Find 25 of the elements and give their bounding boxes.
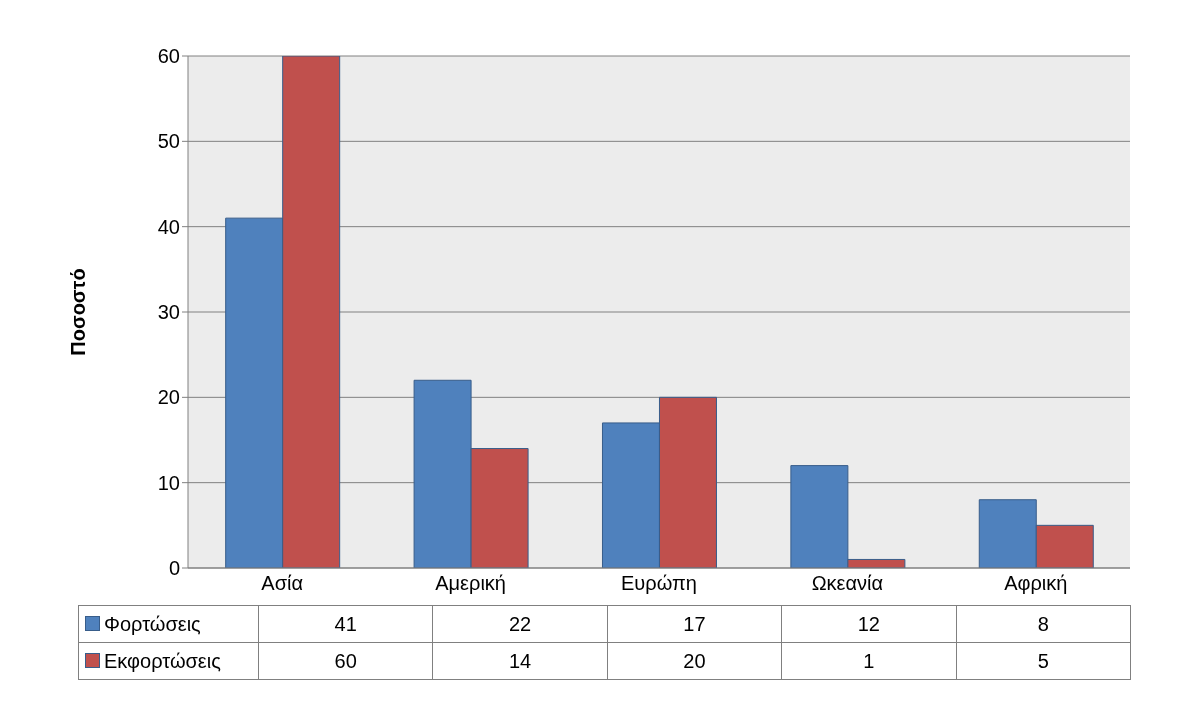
data-label: 14 (432, 642, 608, 680)
y-tick-label: 30 (157, 301, 180, 324)
data-label: 1 (781, 642, 957, 680)
data-label: 12 (781, 605, 957, 643)
data-label: 5 (956, 642, 1131, 680)
legend-label: Εκφορτώσεις (78, 642, 259, 680)
legend-label: Φορτώσεις (78, 605, 259, 643)
y-tick-label: 0 (168, 557, 180, 580)
x-tick-label: Αμερική (435, 572, 506, 595)
y-tick-label: 40 (157, 215, 180, 238)
x-tick-label: Αφρική (1004, 572, 1068, 595)
data-label: 41 (258, 605, 433, 643)
x-tick-label: Ωκεανία (811, 572, 884, 595)
data-label: 8 (956, 605, 1131, 643)
data-label: 60 (258, 642, 433, 680)
y-tick-label: 10 (157, 471, 180, 494)
x-tick-label: Ευρώπη (621, 572, 697, 595)
y-tick-label: 50 (157, 130, 180, 153)
data-label: 17 (607, 605, 782, 643)
x-tick-label: Ασία (261, 572, 304, 595)
y-tick-label: 60 (157, 45, 180, 68)
y-axis-title: Ποσοστό (67, 268, 90, 356)
data-label: 20 (607, 642, 782, 680)
data-label: 22 (432, 605, 608, 643)
y-tick-label: 20 (157, 386, 180, 409)
